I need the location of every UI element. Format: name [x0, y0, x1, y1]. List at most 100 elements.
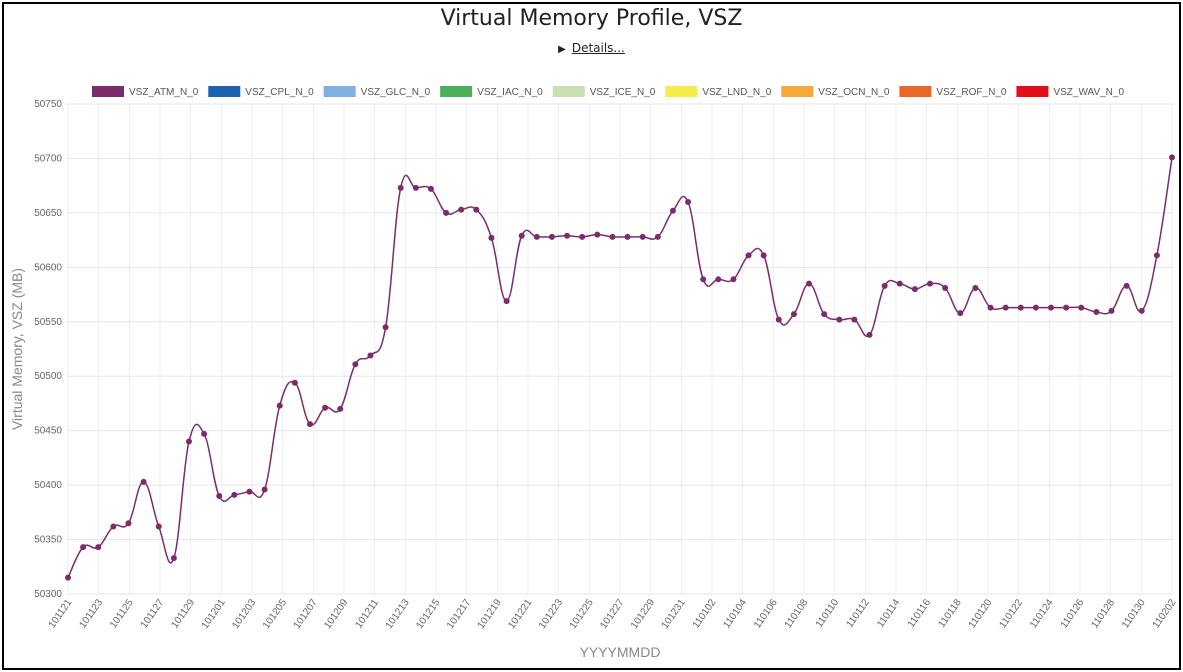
data-point[interactable]: [760, 252, 767, 259]
data-point[interactable]: [639, 233, 646, 240]
data-point[interactable]: [942, 285, 949, 292]
data-point[interactable]: [246, 488, 253, 495]
legend-item-vsz-rof-n-0[interactable]: VSZ_ROF_N_0: [899, 86, 1007, 98]
data-point[interactable]: [503, 298, 510, 305]
y-axis-title: Virtual Memory, VSZ (MB): [9, 268, 25, 430]
legend-item-vsz-ice-n-0[interactable]: VSZ_ICE_N_0: [552, 86, 656, 98]
legend-swatch: [1016, 86, 1049, 97]
data-point[interactable]: [1108, 307, 1115, 314]
legend-label: VSZ_GLC_N_0: [361, 87, 431, 98]
data-point[interactable]: [65, 574, 71, 581]
data-point[interactable]: [730, 276, 737, 283]
data-point[interactable]: [1063, 304, 1070, 311]
data-point[interactable]: [337, 405, 344, 412]
data-point[interactable]: [564, 232, 571, 239]
data-point[interactable]: [306, 421, 313, 428]
legend-label: VSZ_WAV_N_0: [1053, 87, 1124, 98]
data-point[interactable]: [322, 404, 329, 411]
data-point[interactable]: [1153, 252, 1160, 259]
legend-item-vsz-glc-n-0[interactable]: VSZ_GLC_N_0: [323, 86, 431, 98]
data-point[interactable]: [458, 206, 465, 213]
data-point[interactable]: [806, 280, 813, 287]
data-point[interactable]: [851, 316, 858, 323]
data-point[interactable]: [1169, 154, 1175, 161]
data-point[interactable]: [866, 331, 873, 338]
data-point[interactable]: [412, 184, 419, 191]
data-point[interactable]: [1048, 304, 1055, 311]
data-point[interactable]: [216, 493, 223, 499]
data-point[interactable]: [397, 184, 404, 191]
data-point[interactable]: [624, 233, 631, 240]
y-tick-label: 50600: [34, 262, 62, 273]
data-point[interactable]: [775, 316, 782, 323]
data-point[interactable]: [579, 233, 586, 240]
data-point[interactable]: [518, 232, 525, 239]
data-point[interactable]: [80, 544, 87, 551]
x-tick-label: 110130: [1120, 597, 1148, 630]
x-tick-label: 101127: [139, 597, 167, 630]
details-link[interactable]: Details...: [571, 41, 625, 55]
data-point[interactable]: [352, 361, 359, 368]
legend-item-vsz-ocn-n-0[interactable]: VSZ_OCN_N_0: [781, 86, 890, 98]
y-axis-ticks: 50300 50350 50400 50450 50500 50550 50600 50650…: [34, 99, 62, 600]
data-point[interactable]: [276, 402, 283, 409]
data-point[interactable]: [1138, 307, 1145, 314]
data-point[interactable]: [155, 523, 162, 530]
data-point[interactable]: [1093, 308, 1100, 315]
data-point[interactable]: [821, 311, 828, 318]
data-point[interactable]: [836, 316, 843, 323]
data-point[interactable]: [957, 310, 964, 317]
data-point[interactable]: [95, 544, 102, 551]
y-tick-label: 50700: [34, 153, 62, 164]
data-point[interactable]: [110, 523, 117, 530]
x-tick-label: 110122: [997, 597, 1025, 630]
data-point[interactable]: [170, 555, 177, 562]
data-point[interactable]: [231, 491, 238, 498]
legend-item-vsz-cpl-n-0[interactable]: VSZ_CPL_N_0: [208, 86, 314, 98]
x-tick-label: 101217: [445, 597, 473, 631]
data-point[interactable]: [140, 478, 147, 485]
data-point[interactable]: [972, 285, 979, 292]
details-toggle[interactable]: ▶ Details...: [0, 41, 1183, 55]
data-point[interactable]: [609, 233, 616, 240]
data-point[interactable]: [685, 199, 692, 205]
x-tick-label: 110116: [906, 597, 934, 630]
data-point[interactable]: [548, 233, 555, 240]
data-point[interactable]: [927, 280, 934, 287]
data-point[interactable]: [382, 324, 389, 331]
data-point[interactable]: [987, 304, 994, 311]
data-point[interactable]: [1078, 304, 1085, 311]
data-point[interactable]: [125, 520, 132, 527]
data-point[interactable]: [654, 233, 661, 240]
data-point[interactable]: [261, 486, 268, 493]
data-point[interactable]: [291, 379, 298, 386]
data-point[interactable]: [881, 282, 888, 289]
data-point[interactable]: [594, 231, 601, 238]
data-point[interactable]: [669, 207, 676, 214]
x-tick-label: 101205: [261, 597, 289, 631]
data-point[interactable]: [1002, 304, 1009, 311]
data-point[interactable]: [790, 311, 797, 318]
data-point[interactable]: [201, 430, 208, 437]
data-point[interactable]: [1123, 282, 1130, 289]
legend-item-vsz-lnd-n-0[interactable]: VSZ_LND_N_0: [665, 86, 772, 98]
data-point[interactable]: [473, 206, 480, 213]
data-point[interactable]: [427, 185, 434, 192]
data-point[interactable]: [715, 276, 722, 283]
data-point[interactable]: [896, 280, 903, 287]
data-point[interactable]: [700, 276, 707, 283]
data-point[interactable]: [367, 352, 374, 359]
legend-item-vsz-iac-n-0[interactable]: VSZ_IAC_N_0: [440, 86, 543, 98]
data-point[interactable]: [911, 286, 918, 293]
data-point[interactable]: [185, 438, 192, 445]
data-point[interactable]: [745, 252, 752, 259]
data-point[interactable]: [1032, 304, 1039, 311]
legend-item-vsz-wav-n-0[interactable]: VSZ_WAV_N_0: [1016, 86, 1124, 98]
data-point[interactable]: [443, 209, 450, 216]
data-point[interactable]: [533, 233, 540, 240]
data-point[interactable]: [1017, 304, 1024, 311]
data-point[interactable]: [488, 234, 495, 241]
x-tick-label: 110104: [721, 597, 749, 630]
legend-item-vsz-atm-n-0[interactable]: VSZ_ATM_N_0: [92, 86, 199, 98]
y-tick-label: 50300: [34, 589, 62, 600]
